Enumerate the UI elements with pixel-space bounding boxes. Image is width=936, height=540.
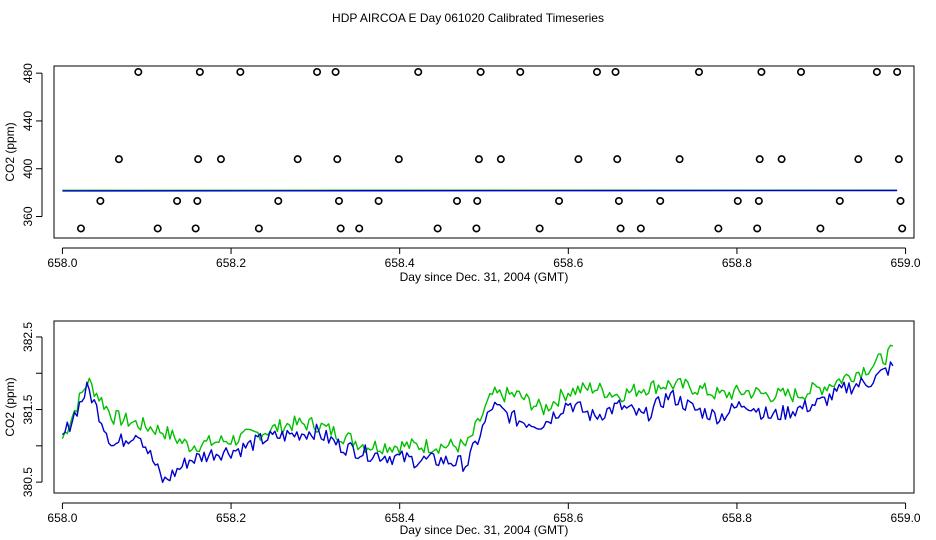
x-tick-label-top: 658.2 bbox=[216, 256, 246, 270]
scatter-point-top bbox=[835, 196, 844, 205]
x-tick-label-top: 658.8 bbox=[722, 256, 752, 270]
scatter-point-top bbox=[797, 67, 806, 76]
scatter-point-top bbox=[872, 67, 881, 76]
x-tick-label-top: 659.0 bbox=[891, 256, 921, 270]
scatter-point-top bbox=[355, 224, 364, 233]
scatter-point-top bbox=[893, 67, 902, 76]
y-tick-label-bottom: 381.5 bbox=[21, 394, 35, 424]
x-tick-label-bottom: 658.0 bbox=[47, 511, 77, 525]
scatter-point-top bbox=[656, 196, 665, 205]
scatter-point-top bbox=[414, 67, 423, 76]
y-axis-label-bottom: CO2 (ppm) bbox=[3, 377, 17, 436]
x-tick-label-bottom: 659.0 bbox=[891, 511, 921, 525]
x-tick-label-top: 658.6 bbox=[553, 256, 583, 270]
scatter-point-top bbox=[474, 155, 483, 164]
scatter-point-top bbox=[592, 67, 601, 76]
scatter-point-top bbox=[313, 67, 322, 76]
y-tick-label-top: 400 bbox=[21, 158, 35, 178]
scatter-point-top bbox=[614, 196, 623, 205]
scatter-point-top bbox=[555, 196, 564, 205]
scatter-point-top bbox=[274, 196, 283, 205]
scatter-point-top bbox=[134, 67, 143, 76]
scatter-point-top bbox=[714, 224, 723, 233]
scatter-point-top bbox=[898, 224, 907, 233]
x-axis-label-top: Day since Dec. 31, 2004 (GMT) bbox=[400, 270, 569, 284]
y-tick-label-top: 360 bbox=[21, 206, 35, 226]
scatter-point-top bbox=[754, 196, 763, 205]
y-tick-label-bottom: 382.5 bbox=[21, 322, 35, 352]
scatter-point-top bbox=[195, 67, 204, 76]
x-axis-label-bottom: Day since Dec. 31, 2004 (GMT) bbox=[400, 523, 569, 537]
scatter-point-top bbox=[757, 67, 766, 76]
y-tick-label-top: 440 bbox=[21, 111, 35, 131]
scatter-point-top bbox=[191, 224, 200, 233]
scatter-point-top bbox=[896, 196, 905, 205]
scatter-point-top bbox=[114, 155, 123, 164]
scatter-point-top bbox=[616, 224, 625, 233]
y-axis-label-top: CO2 (ppm) bbox=[3, 122, 17, 181]
scatter-point-top bbox=[236, 67, 245, 76]
scatter-point-top bbox=[336, 224, 345, 233]
scatter-point-top bbox=[753, 224, 762, 233]
y-tick-label-bottom: 380.5 bbox=[21, 467, 35, 497]
x-tick-label-bottom: 658.6 bbox=[553, 511, 583, 525]
scatter-point-top bbox=[854, 155, 863, 164]
scatter-point-top bbox=[76, 224, 85, 233]
plot-frame-bottom bbox=[53, 320, 915, 494]
scatter-point-top bbox=[777, 155, 786, 164]
scatter-point-top bbox=[894, 155, 903, 164]
x-tick-label-bottom: 658.8 bbox=[722, 511, 752, 525]
scatter-point-top bbox=[473, 196, 482, 205]
panel-top: Day since Dec. 31, 2004 (GMT) CO2 (ppm) … bbox=[3, 63, 921, 284]
scatter-point-top bbox=[153, 224, 162, 233]
panel-bottom: Day since Dec. 31, 2004 (GMT) CO2 (ppm) … bbox=[3, 320, 921, 537]
scatter-point-top bbox=[675, 155, 684, 164]
scatter-point-top bbox=[216, 155, 225, 164]
x-tick-label-top: 658.4 bbox=[385, 256, 415, 270]
scatter-point-top bbox=[433, 224, 442, 233]
scatter-point-top bbox=[453, 196, 462, 205]
scatter-point-top bbox=[193, 196, 202, 205]
scatter-point-top bbox=[394, 155, 403, 164]
scatter-point-top bbox=[334, 196, 343, 205]
x-tick-label-bottom: 658.2 bbox=[216, 511, 246, 525]
scatter-point-top bbox=[333, 155, 342, 164]
scatter-point-top bbox=[613, 155, 622, 164]
scatter-point-top bbox=[293, 155, 302, 164]
scatter-point-top bbox=[516, 67, 525, 76]
scatter-point-top bbox=[816, 224, 825, 233]
scatter-point-top bbox=[496, 155, 505, 164]
x-tick-label-top: 658.0 bbox=[47, 256, 77, 270]
scatter-point-top bbox=[611, 67, 620, 76]
scatter-point-top bbox=[331, 67, 340, 76]
scatter-point-top bbox=[574, 155, 583, 164]
series-line-bottom-1 bbox=[61, 361, 894, 483]
scatter-point-top bbox=[476, 67, 485, 76]
scatter-point-top bbox=[733, 196, 742, 205]
x-tick-label-bottom: 658.4 bbox=[385, 511, 415, 525]
plot-frame-top bbox=[53, 65, 915, 239]
scatter-point-top bbox=[535, 224, 544, 233]
scatter-point-top bbox=[96, 196, 105, 205]
scatter-point-top bbox=[194, 155, 203, 164]
scatter-point-top bbox=[755, 155, 764, 164]
scatter-point-top bbox=[254, 224, 263, 233]
scatter-point-top bbox=[173, 196, 182, 205]
series-line-bottom-0 bbox=[61, 344, 894, 455]
scatter-point-top bbox=[374, 196, 383, 205]
scatter-point-top bbox=[636, 224, 645, 233]
y-tick-label-top: 480 bbox=[21, 63, 35, 83]
scatter-point-top bbox=[694, 67, 703, 76]
figure-title: HDP AIRCOA E Day 061020 Calibrated Times… bbox=[332, 11, 604, 25]
scatter-point-top bbox=[472, 224, 481, 233]
